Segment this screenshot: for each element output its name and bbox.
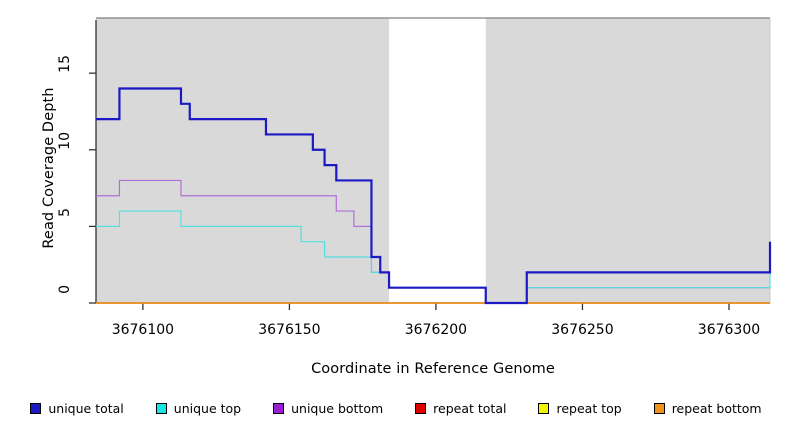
- x-axis-title: Coordinate in Reference Genome: [311, 361, 555, 377]
- legend-swatch-icon: [415, 402, 427, 414]
- legend-label: repeat top: [556, 400, 622, 416]
- legend-label: unique top: [173, 400, 242, 416]
- x-tick-label: 3676150: [258, 322, 321, 338]
- legend-label: unique total: [48, 400, 124, 416]
- legend-label: repeat total: [433, 400, 507, 416]
- legend-item[interactable]: unique bottom: [273, 401, 383, 416]
- legend-item[interactable]: unique total: [30, 400, 124, 416]
- series-line-unique-total: [96, 87, 772, 305]
- legend-label: repeat bottom: [671, 400, 762, 416]
- x-tick-label: 3676300: [697, 322, 761, 338]
- legend-label: unique bottom: [291, 400, 384, 416]
- x-tick-label: 3676250: [551, 322, 614, 338]
- legend-item[interactable]: repeat top: [538, 400, 622, 416]
- x-tick-label: 3676100: [111, 322, 175, 338]
- chart-legend: unique total unique top unique bottom repea…: [0, 396, 792, 420]
- legend-item[interactable]: repeat total: [415, 401, 506, 416]
- legend-swatch-icon: [155, 402, 167, 414]
- legend-swatch-icon: [653, 402, 665, 414]
- legend-swatch-icon: [538, 402, 550, 414]
- legend-swatch-icon: [30, 402, 42, 414]
- legend-item[interactable]: repeat bottom: [653, 400, 762, 416]
- plot-background-unshaded: [389, 18, 486, 303]
- x-tick-label: 3676200: [404, 322, 468, 338]
- legend-item[interactable]: unique top: [155, 400, 242, 416]
- legend-swatch-icon: [273, 402, 285, 414]
